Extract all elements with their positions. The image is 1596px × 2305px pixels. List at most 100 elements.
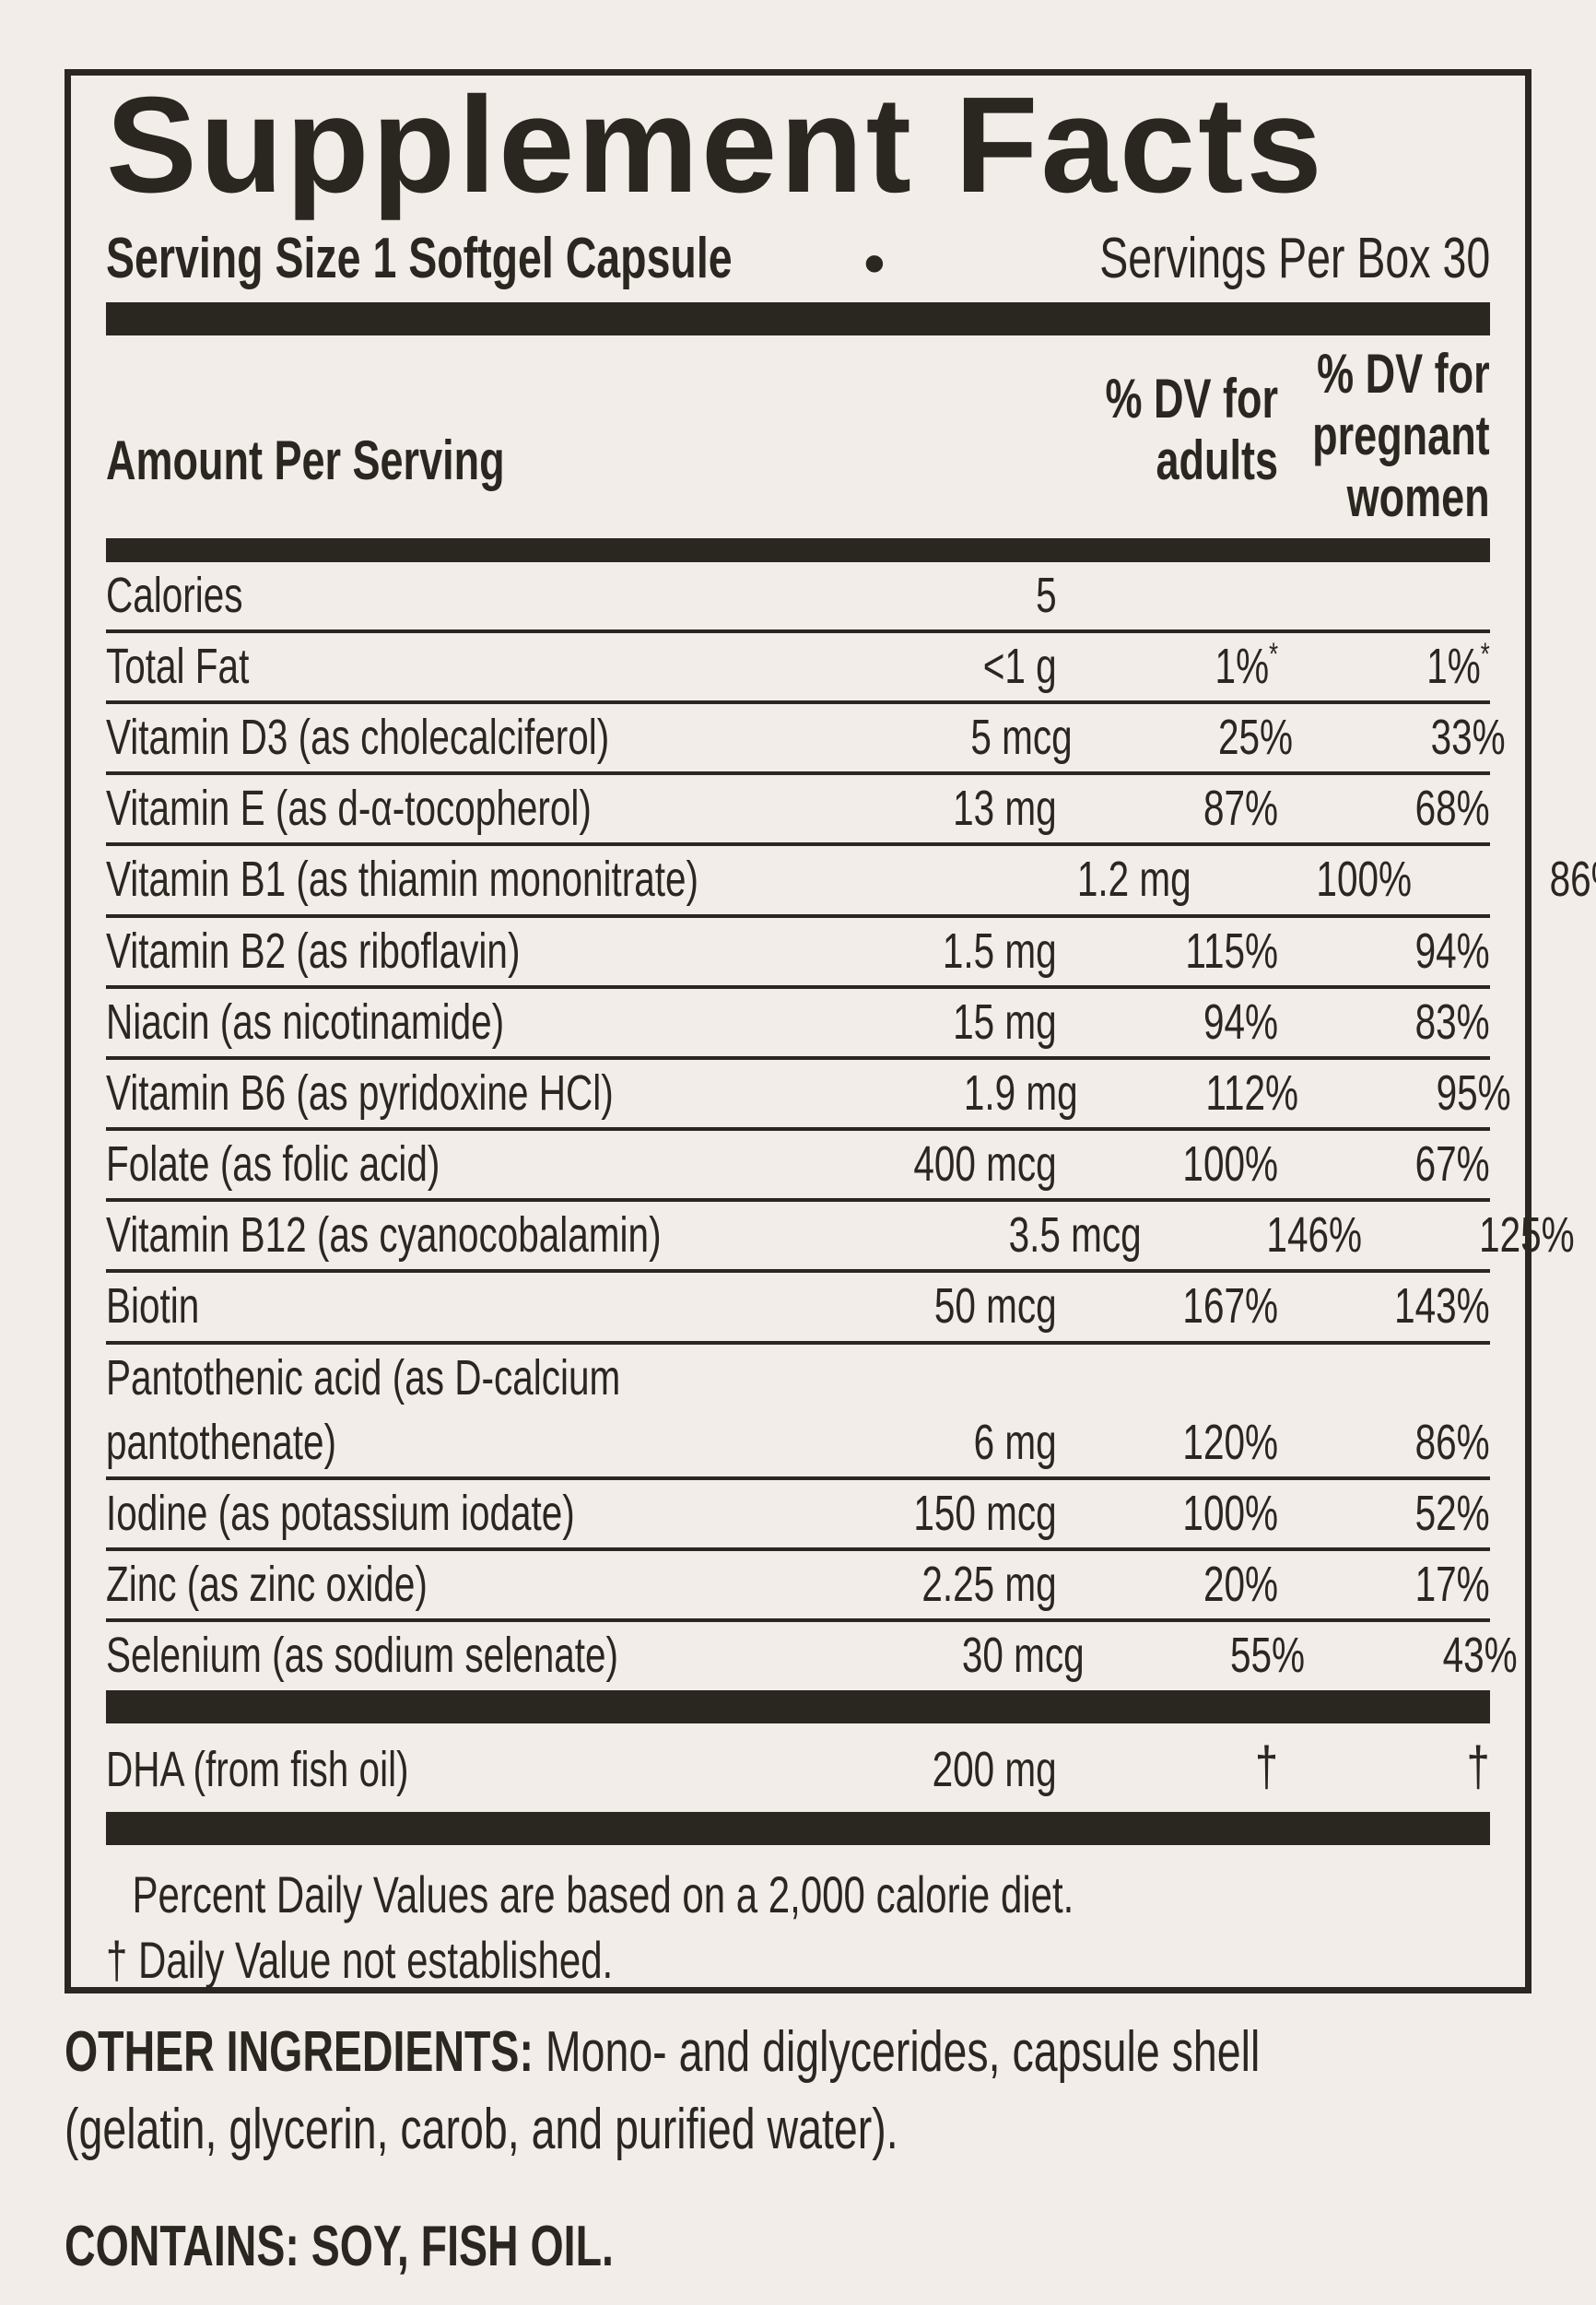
nutrient-name: Vitamin B2 (as riboflavin) [106, 923, 521, 979]
nutrient-amount: 50 mcg [934, 1278, 1057, 1335]
dv-pregnant-value: 83% [1414, 994, 1490, 1050]
dv-pregnant-value: 95% [1436, 1064, 1511, 1121]
nutrient-row-niacin: Niacin (as nicotinamide) 15 mg 94% 83% [106, 989, 1490, 1060]
nutrient-row-selenium: Selenium (as sodium selenate) 30 mcg 55%… [106, 1622, 1517, 1689]
nutrient-row-zinc: Zinc (as zinc oxide) 2.25 mg 20% 17% [106, 1551, 1490, 1623]
dv-adults-value: 55% [1230, 1628, 1306, 1684]
nutrient-amount: 6 mg [973, 1414, 1057, 1470]
dv-pregnant-value: 86% [1414, 1414, 1490, 1470]
nutrient-amount: 200 mg [932, 1742, 1057, 1798]
nutrient-row-vitamin-d3: Vitamin D3 (as cholecalciferol) 5 mcg 25… [106, 704, 1505, 776]
nutrient-row-folate: Folate (as folic acid) 400 mcg 100% 67% [106, 1131, 1490, 1203]
dv-pregnant-value: 33% [1430, 709, 1506, 765]
nutrient-row-total-fat: Total Fat <1 g 1%* 1%* [106, 633, 1490, 704]
thick-rule [106, 1689, 1490, 1723]
dv-asterisk: * [1269, 636, 1278, 672]
nutrient-amount: 2.25 mg [921, 1557, 1057, 1613]
nutrient-amount: 1.9 mg [963, 1064, 1078, 1121]
nutrient-row-vitamin-b2: Vitamin B2 (as riboflavin) 1.5 mg 115% 9… [106, 918, 1490, 989]
nutrient-row-iodine: Iodine (as potassium iodate) 150 mcg 100… [106, 1480, 1490, 1552]
nutrient-row-vitamin-b6: Vitamin B6 (as pyridoxine HCl) 1.9 mg 11… [106, 1060, 1510, 1132]
nutrient-name: Calories [106, 567, 243, 623]
column-header-row: Amount Per Serving % DV for adults % DV … [106, 343, 1490, 529]
nutrient-amount: 400 mcg [913, 1136, 1057, 1193]
thick-rule [106, 1811, 1490, 1845]
footnote-dagger: † Daily Value not established. [106, 1931, 614, 1990]
supplement-facts-label: Supplement Facts Serving Size 1 Softgel … [65, 69, 1596, 1993]
column-header-amount: Amount Per Serving [106, 429, 505, 492]
dv-pregnant-value: 68% [1414, 781, 1490, 837]
dv-pregnant-value: 17% [1414, 1557, 1490, 1613]
nutrient-row-vitamin-b1: Vitamin B1 (as thiamin mononitrate) 1.2 … [106, 846, 1596, 918]
nutrient-amount: 13 mg [953, 781, 1057, 837]
dv-pregnant-value: 86% [1549, 852, 1596, 908]
nutrient-row-biotin: Biotin 50 mcg 167% 143% [106, 1273, 1490, 1345]
dv-adults-value: 100% [1182, 1486, 1278, 1541]
footnote-percent-dv: Percent Daily Values are based on a 2,00… [132, 1864, 1074, 1923]
below-label-text: OTHER INGREDIENTS: Mono- and diglyceride… [65, 2014, 1290, 2286]
dv-adults-value: 94% [1203, 994, 1278, 1050]
dv-adults-value: 1%* [1215, 636, 1278, 694]
dv-pregnant-dagger: † [1466, 1735, 1490, 1797]
nutrient-amount: 3.5 mcg [1008, 1207, 1142, 1264]
nutrient-name: Selenium (as sodium selenate) [106, 1628, 619, 1684]
nutrient-amount: 5 mcg [970, 709, 1073, 765]
contains-statement: CONTAINS: SOY, FISH OIL. [65, 2214, 614, 2278]
nutrient-name: Niacin (as nicotinamide) [106, 994, 505, 1050]
nutrient-amount: 30 mcg [961, 1628, 1085, 1684]
dv-adults-value: 20% [1203, 1557, 1278, 1613]
dv-asterisk: * [1481, 636, 1490, 672]
dv-pregnant-value: 43% [1442, 1628, 1518, 1684]
nutrient-name: Vitamin B1 (as thiamin mononitrate) [106, 852, 699, 908]
thick-rule [106, 302, 1490, 335]
dv-pregnant-value: 125% [1478, 1207, 1575, 1264]
nutrient-row-calories: Calories 5 [106, 562, 1490, 633]
nutrient-row-pantothenic-acid: Pantothenic acid (as D-calcium pantothen… [106, 1345, 1490, 1480]
nutrient-amount: 5 [1036, 567, 1057, 623]
nutrient-name: Vitamin B12 (as cyanocobalamin) [106, 1207, 662, 1264]
dv-pregnant-value: 52% [1414, 1486, 1490, 1541]
nutrient-name: Vitamin D3 (as cholecalciferol) [106, 709, 610, 765]
other-ingredients-text: Mono- and diglycerides, capsule shell (g… [65, 2020, 1261, 2162]
nutrient-amount: <1 g [983, 638, 1057, 694]
nutrient-amount: 1.2 mg [1076, 852, 1191, 908]
label-title: Supplement Facts [106, 69, 1325, 221]
servings-per-box-text: Servings Per Box 30 [1099, 227, 1490, 290]
nutrient-row-vitamin-e: Vitamin E (as d-α-tocopherol) 13 mg 87% … [106, 775, 1490, 847]
nutrient-name: DHA (from fish oil) [106, 1742, 409, 1798]
dv-adults-value: 120% [1182, 1414, 1278, 1470]
column-header-dv-pregnant: % DV for pregnant women [1312, 343, 1490, 529]
nutrient-amount: 150 mcg [913, 1486, 1057, 1541]
dv-pregnant-value: 67% [1414, 1136, 1490, 1193]
thick-rule [106, 537, 1490, 562]
dv-adults-dagger: † [1254, 1735, 1278, 1797]
nutrient-name: Zinc (as zinc oxide) [106, 1557, 428, 1613]
nutrient-name: Folate (as folic acid) [106, 1136, 440, 1193]
nutrient-name: Biotin [106, 1278, 200, 1335]
dv-adults-value: 87% [1203, 781, 1278, 837]
footnotes: Percent Daily Values are based on a 2,00… [106, 1862, 1490, 1993]
dv-adults-value: 112% [1205, 1064, 1299, 1121]
other-ingredients: OTHER INGREDIENTS: Mono- and diglyceride… [65, 2014, 1290, 2170]
serving-row: Serving Size 1 Softgel Capsule • Serving… [106, 227, 1490, 299]
dv-pregnant-value: 94% [1414, 923, 1490, 979]
dv-adults-value: 146% [1266, 1207, 1363, 1264]
dv-adults-value: 25% [1218, 709, 1294, 765]
nutrient-name: Vitamin B6 (as pyridoxine HCl) [106, 1064, 614, 1121]
dv-adults-value: 167% [1182, 1278, 1278, 1335]
nutrient-name: Pantothenic acid (as D-calcium pantothen… [106, 1349, 621, 1470]
nutrient-name: Total Fat [106, 638, 250, 694]
nutrient-row-vitamin-b12: Vitamin B12 (as cyanocobalamin) 3.5 mcg … [106, 1202, 1574, 1274]
dv-adults-value: 100% [1182, 1136, 1278, 1193]
column-header-dv-adults: % DV for adults [1105, 368, 1278, 492]
dv-pregnant-value: 1%* [1426, 636, 1490, 694]
nutrient-row-dha: DHA (from fish oil) 200 mg † † [106, 1723, 1490, 1812]
serving-size-text: Serving Size 1 Softgel Capsule [106, 227, 733, 290]
other-ingredients-label: OTHER INGREDIENTS: [65, 2020, 534, 2084]
dv-pregnant-value: 143% [1394, 1278, 1490, 1335]
nutrient-name: Iodine (as potassium iodate) [106, 1486, 575, 1541]
dv-adults-value: 100% [1316, 852, 1413, 908]
nutrient-amount: 1.5 mg [943, 923, 1057, 979]
nutrient-name: Vitamin E (as d-α-tocopherol) [106, 781, 592, 837]
nutrient-amount: 15 mg [953, 994, 1057, 1050]
